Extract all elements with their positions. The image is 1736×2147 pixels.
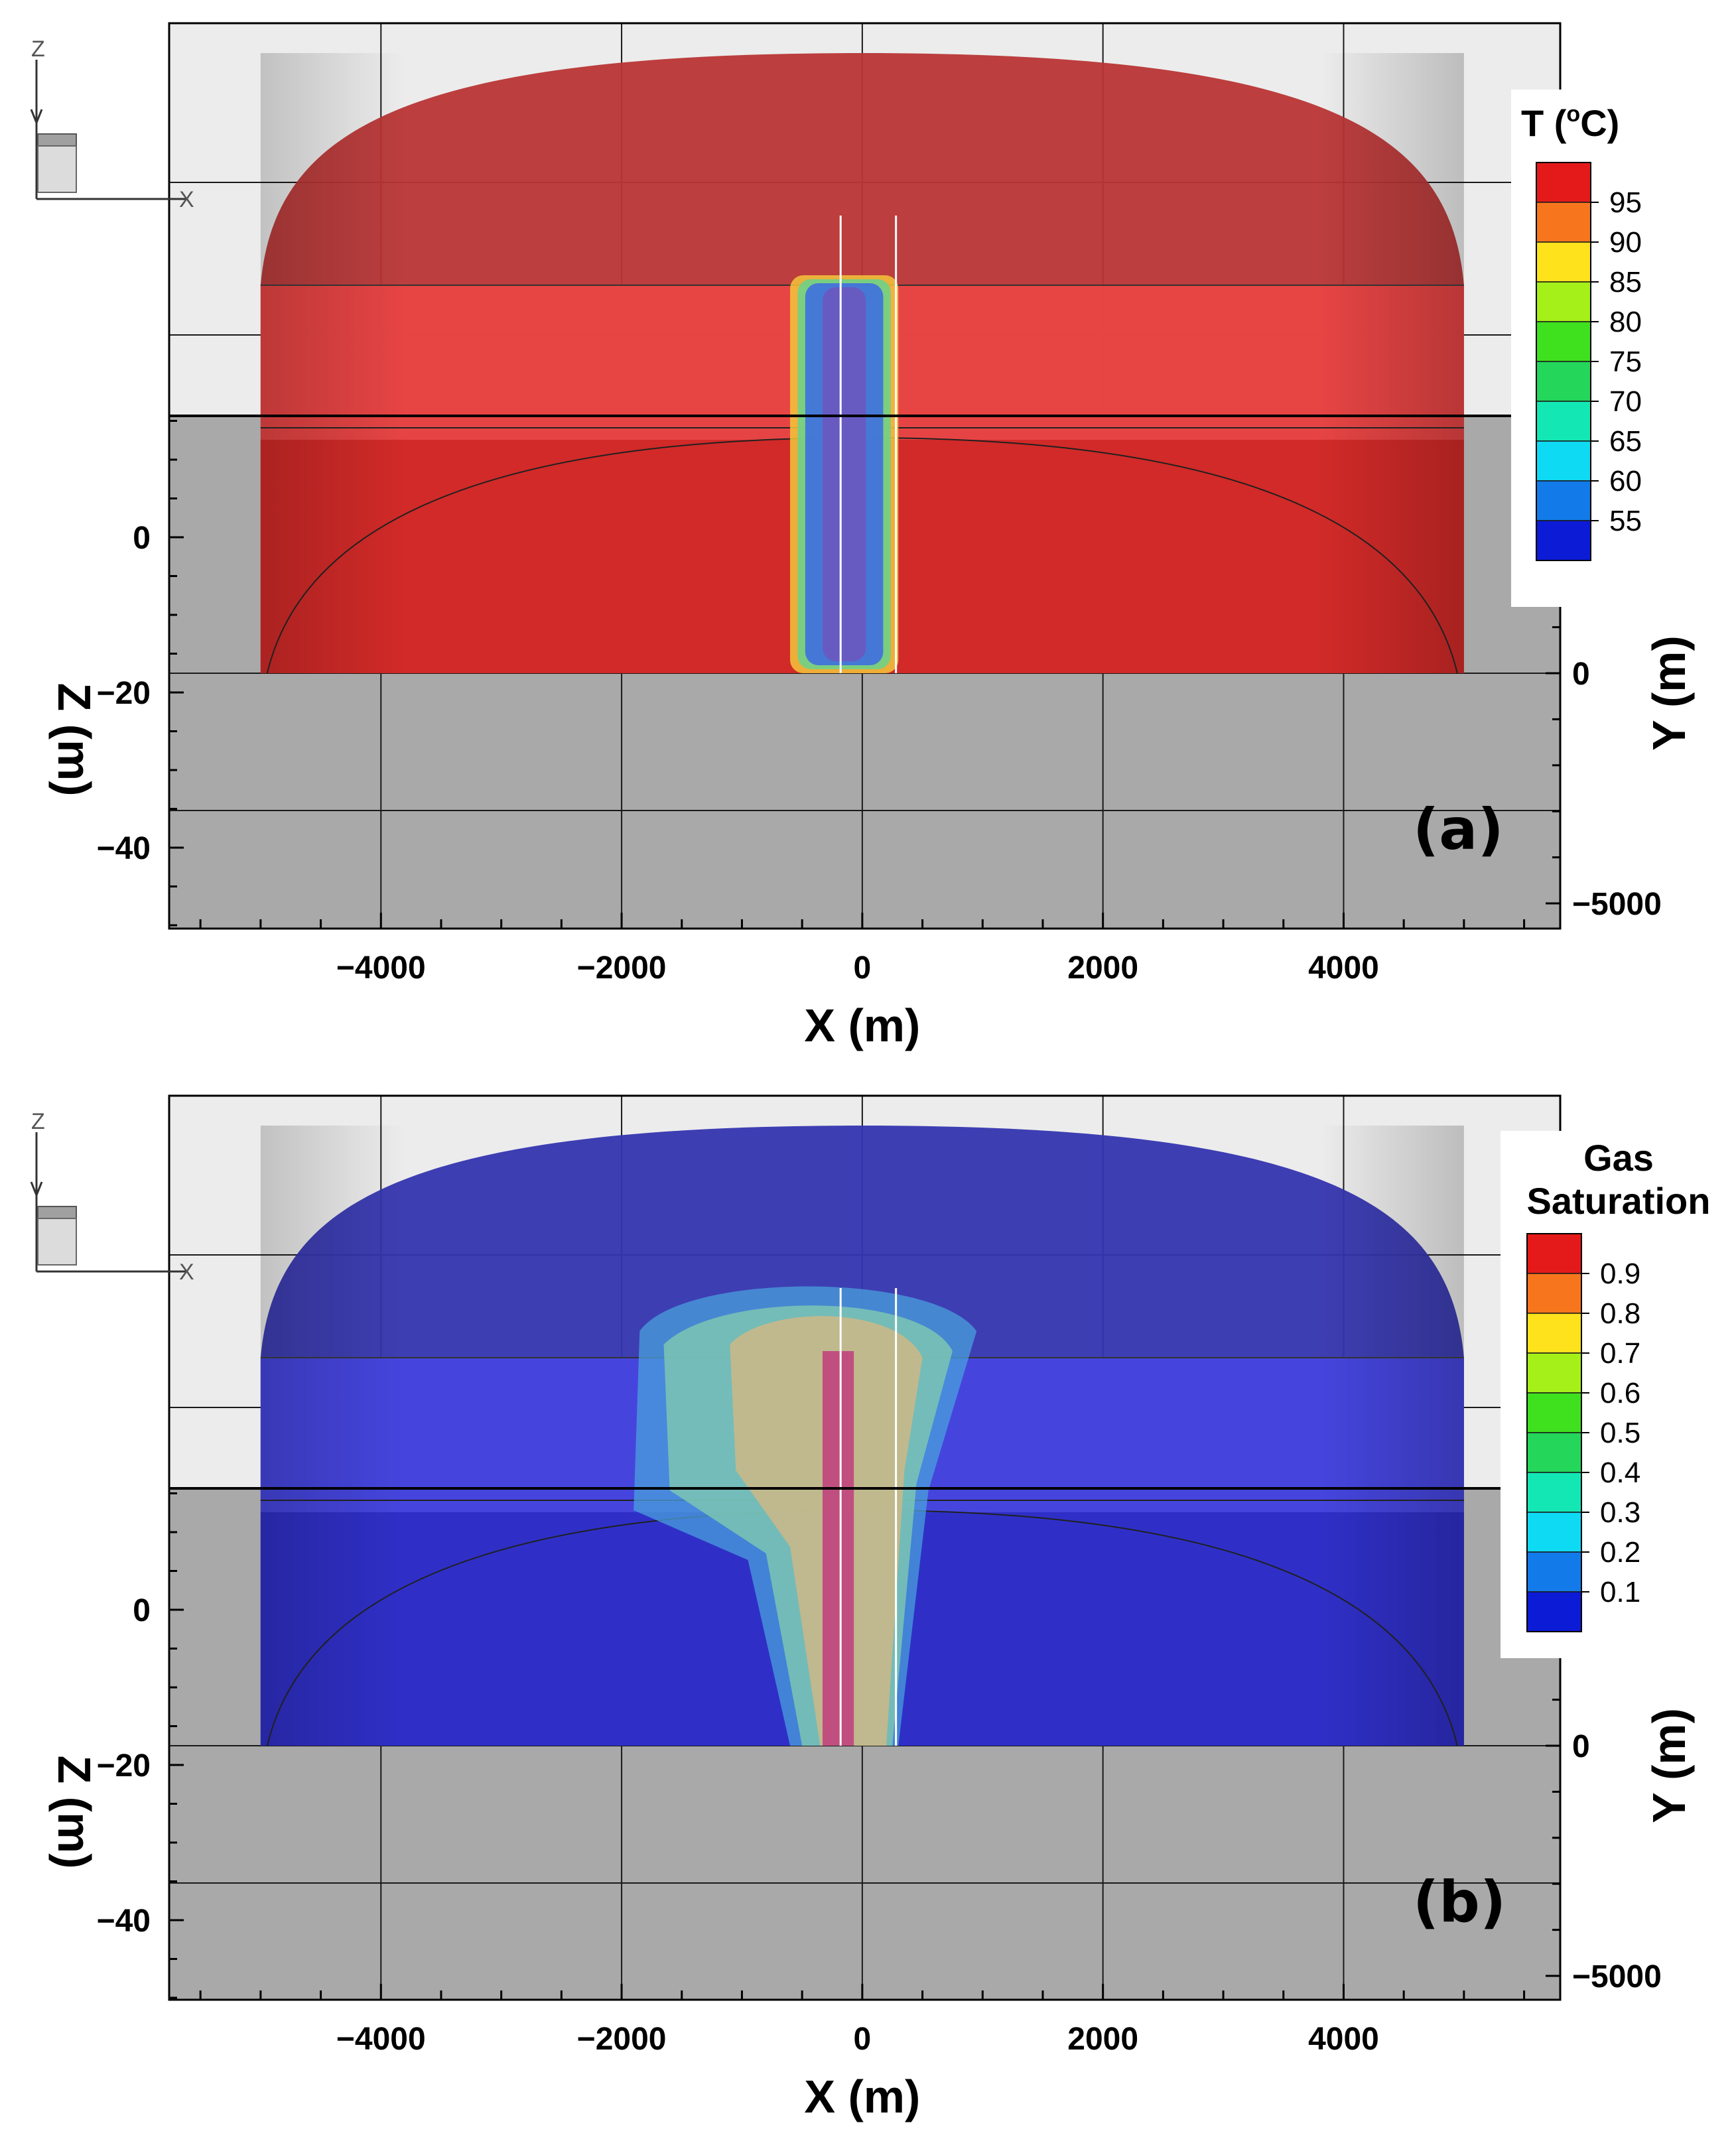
x-tick-label: −2000	[577, 2022, 667, 2057]
x-tick-label: −2000	[577, 950, 667, 986]
legend-tick-label: 95	[1609, 186, 1642, 219]
z-axis-title: Z (m)	[48, 683, 100, 796]
x-tick-label: −4000	[336, 2022, 426, 2057]
plume-band	[823, 1351, 854, 1746]
legend-title-sup: o	[1566, 101, 1580, 127]
legend-tick-label: 0.6	[1600, 1377, 1640, 1409]
y-tick-label: −5000	[1572, 887, 1662, 922]
legend-swatch	[1536, 321, 1591, 362]
legend-tick-label: 65	[1609, 425, 1642, 458]
x-axis-title: X (m)	[804, 2071, 920, 2122]
x-tick-label: 4000	[1308, 950, 1379, 986]
triad-z-label: Z	[31, 36, 45, 62]
x-tick-label: 0	[854, 2022, 872, 2057]
z-axis-title: Z (m)	[48, 1755, 100, 1868]
triad-x-label: X	[179, 1260, 194, 1285]
triad-arrow	[30, 1181, 43, 1199]
legend-swatch	[1526, 1352, 1582, 1394]
legend-swatch	[1536, 361, 1591, 402]
triad-box-top	[37, 1206, 77, 1219]
x-axis-title: X (m)	[804, 1000, 920, 1051]
legend-swatch	[1536, 480, 1591, 521]
x-tick-label: 4000	[1308, 2022, 1379, 2057]
x-tick-label: 2000	[1067, 950, 1138, 986]
legend-swatch	[1526, 1233, 1582, 1274]
legend-title-main: T (	[1521, 102, 1567, 144]
panel-label: (a)	[1413, 797, 1504, 863]
legend-title: T (oC)	[1521, 101, 1619, 144]
legend-tick-label: 0.9	[1600, 1258, 1640, 1290]
legend-tick-label: 60	[1609, 465, 1642, 497]
legend-swatch	[1526, 1472, 1582, 1513]
x-tick-label: 0	[854, 950, 872, 986]
legend-tick-label: 0.5	[1600, 1417, 1640, 1449]
legend-tick-label: 0.3	[1600, 1496, 1640, 1529]
legend-swatch	[1526, 1432, 1582, 1473]
z-tick-label: 0	[133, 521, 151, 556]
legend-swatch	[1536, 162, 1591, 203]
triad-box	[37, 1218, 77, 1266]
y-tick-label: 0	[1572, 657, 1590, 692]
legend-title-line1: Gas	[1583, 1137, 1654, 1179]
z-tick-label: −20	[97, 1748, 151, 1784]
panel-b: −4000 −2000 0 2000 4000 X (m) 0 −20 −40 Z (m) 0 −50…	[30, 1094, 1736, 2122]
y-tick-label: −5000	[1572, 1959, 1662, 1994]
legend-tick-label: 0.1	[1600, 1576, 1640, 1608]
triad-box	[37, 145, 77, 193]
legend-swatch	[1526, 1512, 1582, 1553]
panel-a: −4000 −2000 0 2000 4000 X (m) 0 −20 −40 Z (m) 0 −50…	[30, 22, 1695, 1051]
z-tick-label: −40	[97, 1904, 151, 1939]
z-tick-label: −20	[97, 676, 151, 711]
legend-tick-label: 0.4	[1600, 1457, 1640, 1489]
y-axis-title: Y (m)	[1643, 635, 1695, 751]
legend-swatch	[1536, 440, 1591, 482]
y-tick-label: 0	[1572, 1729, 1590, 1764]
legend-tick-label: 0.2	[1600, 1536, 1640, 1569]
legend-swatch	[1526, 1591, 1582, 1632]
legend-tick-label: 70	[1609, 385, 1642, 418]
legend-swatch	[1536, 241, 1591, 283]
triad-arrow	[30, 109, 43, 126]
legend-swatch	[1526, 1551, 1582, 1593]
legend-title-tail: C)	[1580, 102, 1619, 144]
panel-label: (b)	[1413, 1869, 1506, 1935]
legend-swatch	[1536, 281, 1591, 322]
legend-swatch	[1526, 1392, 1582, 1433]
y-axis-title: Y (m)	[1643, 1708, 1695, 1823]
legend-tick-label: 55	[1609, 505, 1642, 537]
legend-tick-label: 0.8	[1600, 1297, 1640, 1330]
x-tick-label: −4000	[336, 950, 426, 986]
legend-title-line2: Saturation	[1527, 1180, 1711, 1222]
legend-tick-label: 80	[1609, 306, 1642, 338]
legend-swatch	[1536, 202, 1591, 243]
legend-tick-label: 90	[1609, 226, 1642, 259]
legend-swatch	[1526, 1273, 1582, 1314]
z-tick-label: −40	[97, 831, 151, 866]
legend-tick-label: 0.7	[1600, 1337, 1640, 1370]
plume-band	[823, 287, 866, 661]
legend-swatch	[1526, 1313, 1582, 1354]
triad-box-top	[37, 133, 77, 147]
triad-z-label: Z	[31, 1109, 45, 1134]
legend-tick-label: 75	[1609, 346, 1642, 378]
z-tick-label: 0	[133, 1593, 151, 1628]
triad-x-label: X	[179, 187, 194, 212]
legend-tick-label: 85	[1609, 266, 1642, 298]
legend-swatch	[1536, 401, 1591, 442]
legend-swatch	[1536, 520, 1591, 561]
x-tick-label: 2000	[1067, 2022, 1138, 2057]
